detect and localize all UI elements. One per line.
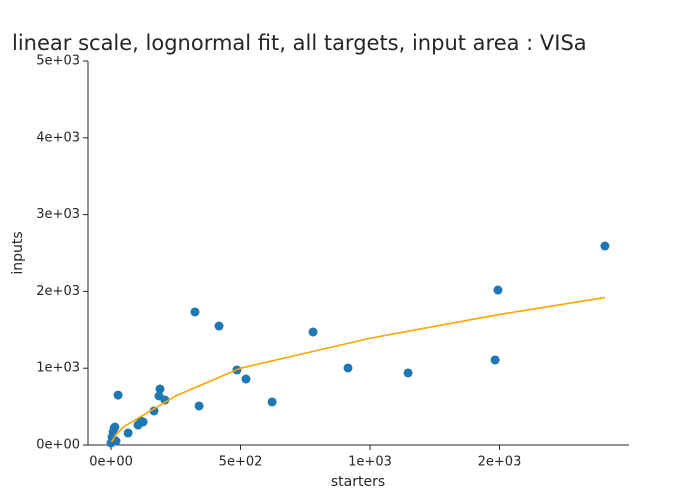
y-tick-label: 4e+03 <box>36 130 80 145</box>
x-axis-label: starters <box>331 474 385 490</box>
chart-title: linear scale, lognormal fit, all targets… <box>12 31 587 55</box>
point <box>155 384 165 394</box>
fit-line <box>110 296 606 443</box>
y-tick-label: 1e+03 <box>36 361 80 376</box>
point <box>490 355 500 365</box>
point <box>308 327 318 337</box>
point <box>113 390 123 400</box>
y-tick-label: 0e+00 <box>36 438 80 453</box>
y-axis-label: inputs <box>10 231 26 274</box>
point <box>403 368 413 378</box>
point <box>343 363 353 373</box>
y-tick-label: 5e+03 <box>36 54 80 69</box>
point <box>241 374 251 384</box>
point <box>160 395 170 405</box>
point <box>600 241 610 251</box>
point <box>493 285 503 295</box>
y-tick-label: 2e+03 <box>36 284 80 299</box>
point <box>190 307 200 317</box>
point <box>149 406 159 416</box>
point <box>194 401 204 411</box>
x-tick-label: 1e+03 <box>348 455 392 470</box>
x-tick-label: 5e+02 <box>219 455 263 470</box>
point <box>123 428 133 438</box>
x-tick-label: 2e+03 <box>478 455 522 470</box>
point <box>267 397 277 407</box>
point <box>138 417 148 427</box>
point <box>110 422 120 432</box>
y-tick-label: 3e+03 <box>36 207 80 222</box>
x-tick-label: 0e+00 <box>89 455 133 470</box>
point <box>214 321 224 331</box>
